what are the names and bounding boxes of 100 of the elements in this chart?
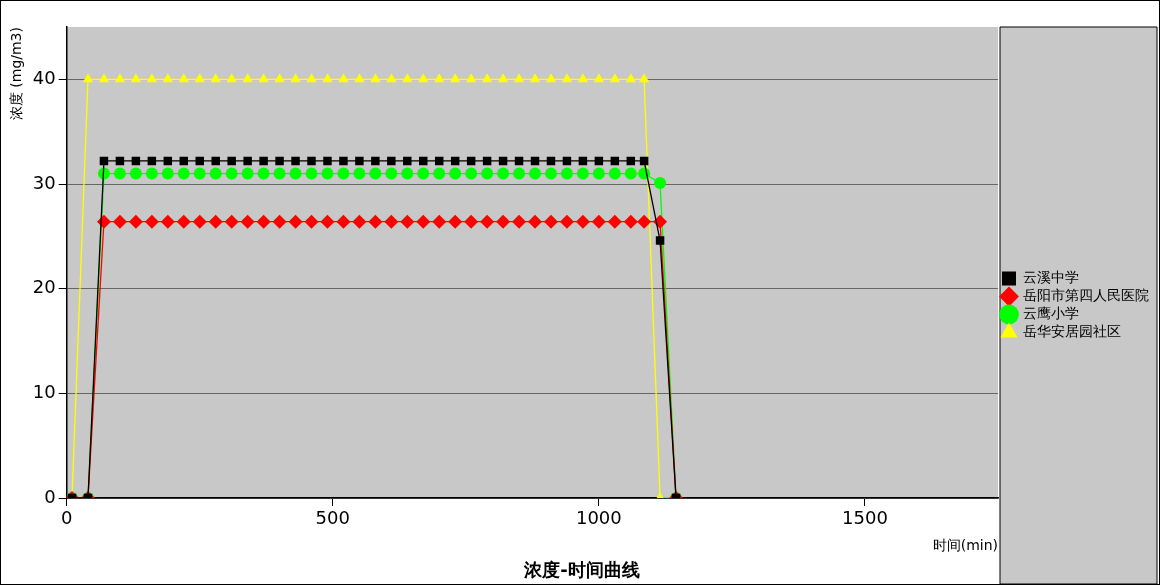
x-tick-label: 500: [315, 507, 350, 529]
point: [419, 156, 428, 166]
point: [418, 73, 429, 83]
point: [339, 156, 348, 166]
point: [529, 73, 541, 83]
point: [290, 73, 301, 83]
y-tick-label: 10: [32, 381, 56, 403]
y-tick-label: 40: [32, 67, 56, 89]
point: [465, 73, 477, 83]
point: [305, 167, 318, 180]
point: [543, 214, 558, 229]
point: [368, 214, 383, 229]
point: [559, 214, 574, 229]
point: [144, 214, 159, 229]
point: [146, 73, 158, 83]
point: [208, 214, 223, 229]
point: [322, 73, 333, 83]
point: [403, 156, 412, 166]
point: [480, 214, 495, 229]
point: [448, 214, 463, 229]
point: [242, 73, 253, 83]
point: [624, 167, 637, 180]
point: [225, 167, 238, 180]
point: [497, 167, 510, 180]
point: [258, 73, 269, 83]
point: [355, 156, 364, 166]
x-axis-title: 时间(min): [932, 536, 998, 553]
point: [145, 167, 158, 180]
point: [272, 214, 287, 229]
point: [513, 167, 526, 180]
point: [241, 167, 254, 180]
point: [464, 214, 479, 229]
point: [528, 214, 543, 229]
point: [513, 73, 525, 83]
point: [352, 214, 367, 229]
point: [240, 214, 255, 229]
point: [384, 214, 399, 229]
point: [114, 73, 126, 83]
point: [243, 156, 252, 166]
point: [210, 73, 221, 83]
point: [496, 214, 511, 229]
y-tick-label: 0: [44, 485, 56, 507]
point: [625, 73, 636, 83]
point: [512, 214, 527, 229]
point: [192, 214, 207, 229]
text: 浓度-时间曲线: [523, 558, 640, 580]
legend-label: 云鹰小学: [1023, 305, 1079, 322]
point: [82, 73, 94, 83]
point: [130, 73, 142, 83]
point: [321, 167, 334, 180]
point: [593, 73, 605, 83]
point: [433, 167, 446, 180]
y-axis-title: 浓度 (mg/m3): [8, 27, 25, 121]
point: [608, 167, 621, 180]
point: [211, 156, 220, 166]
point: [465, 167, 478, 180]
point: [545, 73, 557, 83]
point: [289, 167, 302, 180]
point: [288, 214, 303, 229]
point: [561, 73, 573, 83]
point: [387, 156, 396, 166]
y-tick-label: 30: [32, 171, 56, 193]
point: [224, 214, 239, 229]
point: [113, 167, 126, 180]
point: [400, 214, 415, 229]
point: [336, 214, 351, 229]
point: [112, 214, 127, 229]
point: [176, 214, 191, 229]
point: [449, 73, 461, 83]
point: [371, 156, 380, 166]
point: [128, 214, 143, 229]
point: [386, 73, 397, 83]
point: [177, 167, 190, 180]
point: [306, 73, 317, 83]
point: [449, 167, 462, 180]
point: [609, 73, 621, 83]
point: [576, 167, 589, 180]
point: [416, 214, 431, 229]
point: [337, 167, 350, 180]
y-tick-label: 20: [32, 276, 56, 298]
point: [575, 214, 590, 229]
point: [369, 167, 382, 180]
point: [273, 167, 286, 180]
point: [401, 167, 414, 180]
point: [307, 156, 316, 166]
point: [529, 167, 542, 180]
point: [607, 214, 622, 229]
point: [432, 214, 447, 229]
point: [257, 167, 270, 180]
point: [160, 214, 175, 229]
point: [227, 156, 236, 166]
point: [291, 156, 300, 166]
point: [193, 167, 206, 180]
point: [481, 167, 494, 180]
point: [560, 167, 573, 180]
point: [304, 214, 319, 229]
point: [353, 167, 366, 180]
point: [98, 73, 110, 83]
point: [544, 167, 557, 180]
point: [497, 73, 509, 83]
